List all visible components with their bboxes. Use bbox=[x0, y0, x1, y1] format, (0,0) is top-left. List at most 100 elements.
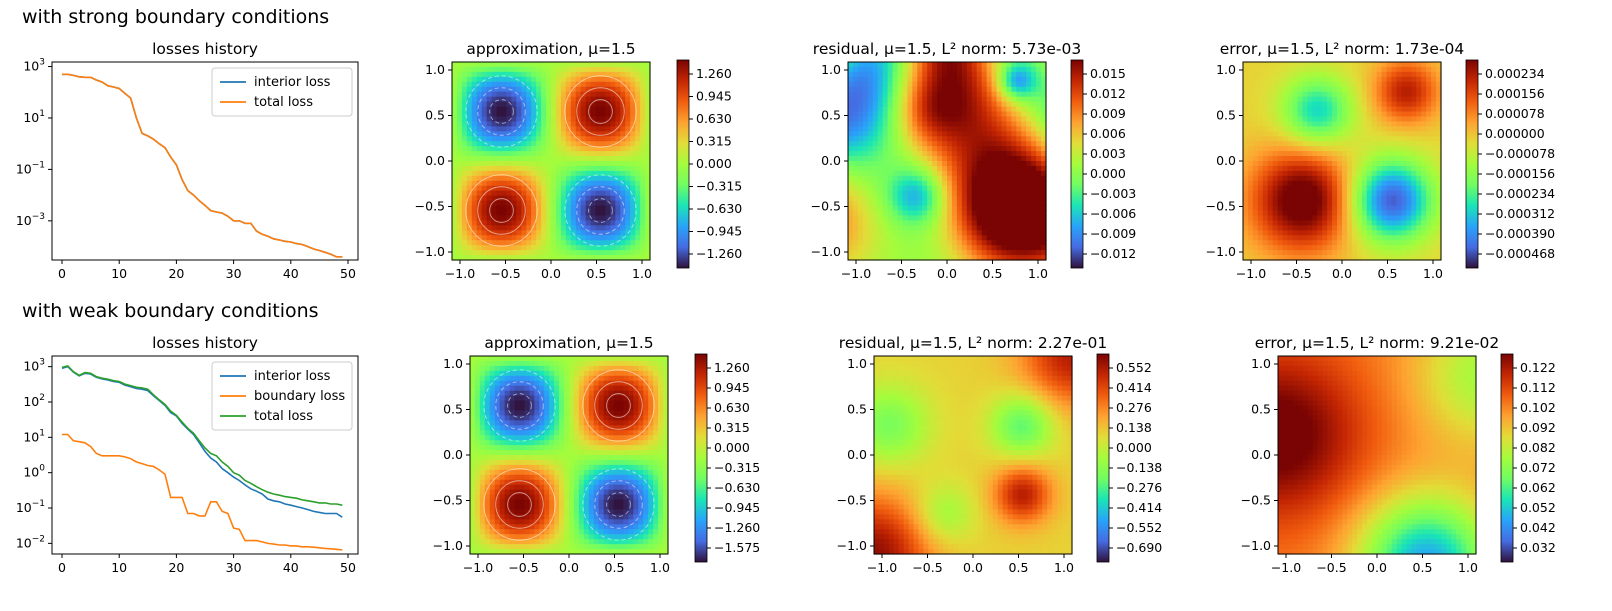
row1-residual-xtick-label: 1.0 bbox=[1028, 266, 1048, 281]
row1-residual-cbtick-label: −0.012 bbox=[1090, 246, 1136, 261]
row1-approximation-ytick-label: 0.5 bbox=[425, 108, 445, 123]
row1-approximation-title: approximation, μ=1.5 bbox=[466, 40, 635, 58]
row1-losses-xtick-label: 40 bbox=[283, 266, 299, 281]
row1-losses-ytick-label: 101 bbox=[23, 109, 45, 125]
row2-approximation-cbtick-label: −0.630 bbox=[714, 480, 760, 495]
row2-residual-image bbox=[874, 356, 1073, 555]
row2-residual-xtick-label: 1.0 bbox=[1054, 560, 1074, 575]
row2-losses-xtick-label: 40 bbox=[283, 560, 299, 575]
row2-residual-cbtick-label: −0.690 bbox=[1116, 540, 1162, 555]
row2-approximation-cbtick-label: −1.575 bbox=[714, 540, 760, 555]
row2-error-title: error, μ=1.5, L² norm: 9.21e-02 bbox=[1255, 334, 1500, 352]
row1-error-ytick-label: 1.0 bbox=[1216, 62, 1236, 77]
row2-approximation-xtick-label: 0.0 bbox=[559, 560, 579, 575]
row2-error-xtick-label: −0.5 bbox=[1316, 560, 1346, 575]
row1-approximation-xtick-label: 1.0 bbox=[632, 266, 652, 281]
row1-approximation-colorbar bbox=[676, 59, 690, 269]
row2-approximation-title: approximation, μ=1.5 bbox=[484, 334, 653, 352]
row2-approximation-xtick-label: −0.5 bbox=[508, 560, 538, 575]
row1-losses-ytick-label: 10−1 bbox=[16, 160, 45, 176]
row1-losses-xtick-label: 50 bbox=[340, 266, 356, 281]
row2-residual-ytick-label: 1.0 bbox=[847, 356, 867, 371]
row2-approximation-cbtick-label: 0.945 bbox=[714, 380, 750, 395]
row1-error-cbtick-label: −0.000078 bbox=[1485, 146, 1555, 161]
row1-losses-ytick-label: 10−3 bbox=[16, 212, 45, 228]
row1-approximation-xtick-label: −0.5 bbox=[490, 266, 520, 281]
row2-residual-cbtick-label: 0.276 bbox=[1116, 400, 1152, 415]
row2-residual-ytick-label: 0.0 bbox=[847, 447, 867, 462]
row1-error-cbtick-label: −0.000234 bbox=[1485, 186, 1555, 201]
row1-residual-xtick-label: −0.5 bbox=[886, 266, 916, 281]
row2-approximation-ytick-label: 0.5 bbox=[443, 402, 463, 417]
row1-approximation-cbtick-label: −1.260 bbox=[696, 246, 742, 261]
row1-approximation-cbtick-label: −0.630 bbox=[696, 201, 742, 216]
row1-error-cbtick-label: 0.000234 bbox=[1485, 66, 1545, 81]
row1-residual-cbtick-label: 0.003 bbox=[1090, 146, 1126, 161]
row2-residual-xtick-label: 0.0 bbox=[963, 560, 983, 575]
row2-error-ytick-label: 1.0 bbox=[1251, 356, 1271, 371]
row1-approximation-cbtick-label: −0.315 bbox=[696, 179, 742, 194]
row1-approximation-cbtick-label: 0.945 bbox=[696, 89, 732, 104]
row1-error-xtick-label: 0.5 bbox=[1378, 266, 1398, 281]
row2-error-ytick-label: −1.0 bbox=[1241, 538, 1271, 553]
row1-error-image bbox=[1243, 62, 1442, 261]
row1-approximation-cbtick-label: −0.945 bbox=[696, 224, 742, 239]
row2-residual-cbtick-label: 0.000 bbox=[1116, 440, 1152, 455]
row1-residual-cbtick-label: 0.015 bbox=[1090, 66, 1126, 81]
row2-losses-xtick-label: 20 bbox=[168, 560, 184, 575]
row1-error-ytick-label: 0.0 bbox=[1216, 153, 1236, 168]
row2-losses-legend-label: boundary loss bbox=[254, 389, 345, 404]
row2-error-ytick-label: −0.5 bbox=[1241, 493, 1271, 508]
row2-approximation-cbtick-label: 0.315 bbox=[714, 420, 750, 435]
row1-residual-cbtick-label: 0.000 bbox=[1090, 166, 1126, 181]
row2-approximation-cbtick-label: 0.630 bbox=[714, 400, 750, 415]
row1-residual-cbtick-label: 0.012 bbox=[1090, 86, 1126, 101]
row2-losses-ytick-label: 103 bbox=[23, 358, 45, 374]
row1-approximation-ytick-label: 0.0 bbox=[425, 153, 445, 168]
row1-residual-ytick-label: −0.5 bbox=[811, 199, 841, 214]
row1-error-cbtick-label: −0.000156 bbox=[1485, 166, 1555, 181]
row2-losses-legend-label: total loss bbox=[254, 409, 313, 424]
row2-error-cbtick-label: 0.062 bbox=[1520, 480, 1556, 495]
row1-error-xtick-label: −0.5 bbox=[1281, 266, 1311, 281]
row1-losses-ytick-label: 103 bbox=[23, 58, 45, 74]
row1-approximation-xtick-label: 0.0 bbox=[541, 266, 561, 281]
row2-losses-legend-label: interior loss bbox=[254, 369, 331, 384]
row2-approximation-colorbar bbox=[694, 353, 708, 563]
row1-residual-ytick-label: −1.0 bbox=[811, 244, 841, 259]
row2-residual-cbtick-label: −0.414 bbox=[1116, 500, 1162, 515]
row-title-strong: with strong boundary conditions bbox=[22, 6, 330, 28]
row2-error-image bbox=[1278, 356, 1477, 555]
row2-error-cbtick-label: 0.082 bbox=[1520, 440, 1556, 455]
row1-error-ytick-label: 0.5 bbox=[1216, 108, 1236, 123]
row1-losses-xtick-label: 10 bbox=[111, 266, 127, 281]
row1-losses-legend bbox=[211, 67, 353, 117]
row2-error-xtick-label: 0.5 bbox=[1413, 560, 1433, 575]
row2-approximation-cbtick-label: 0.000 bbox=[714, 440, 750, 455]
row1-residual-cbtick-label: 0.009 bbox=[1090, 106, 1126, 121]
row1-error-cbtick-label: −0.000468 bbox=[1485, 246, 1555, 261]
row1-error-cbtick-label: 0.000156 bbox=[1485, 86, 1545, 101]
row1-residual-ytick-label: 0.5 bbox=[821, 108, 841, 123]
row1-approximation-cbtick-label: 0.630 bbox=[696, 111, 732, 126]
row1-residual-cbtick-label: −0.009 bbox=[1090, 226, 1136, 241]
row1-approximation-ytick-label: −0.5 bbox=[415, 199, 445, 214]
row2-residual-cbtick-label: −0.276 bbox=[1116, 480, 1162, 495]
row1-approximation-xtick-label: −1.0 bbox=[445, 266, 475, 281]
row1-approximation-ytick-label: 1.0 bbox=[425, 62, 445, 77]
row2-error-cbtick-label: 0.122 bbox=[1520, 360, 1556, 375]
row2-losses-xtick-label: 10 bbox=[111, 560, 127, 575]
row2-error-cbtick-label: 0.102 bbox=[1520, 400, 1556, 415]
row1-residual-image bbox=[848, 62, 1047, 261]
row2-approximation-xtick-label: 1.0 bbox=[650, 560, 670, 575]
row1-losses-legend-label: interior loss bbox=[254, 75, 331, 90]
row2-residual-colorbar bbox=[1096, 353, 1110, 563]
row1-error-cbtick-label: 0.000078 bbox=[1485, 106, 1545, 121]
row-title-weak: with weak boundary conditions bbox=[22, 300, 319, 322]
row2-approximation-xtick-label: −1.0 bbox=[463, 560, 493, 575]
row1-residual-xtick-label: 0.0 bbox=[937, 266, 957, 281]
row1-residual-xtick-label: 0.5 bbox=[983, 266, 1003, 281]
row1-losses-xtick-label: 30 bbox=[226, 266, 242, 281]
row2-residual-ytick-label: −0.5 bbox=[837, 493, 867, 508]
